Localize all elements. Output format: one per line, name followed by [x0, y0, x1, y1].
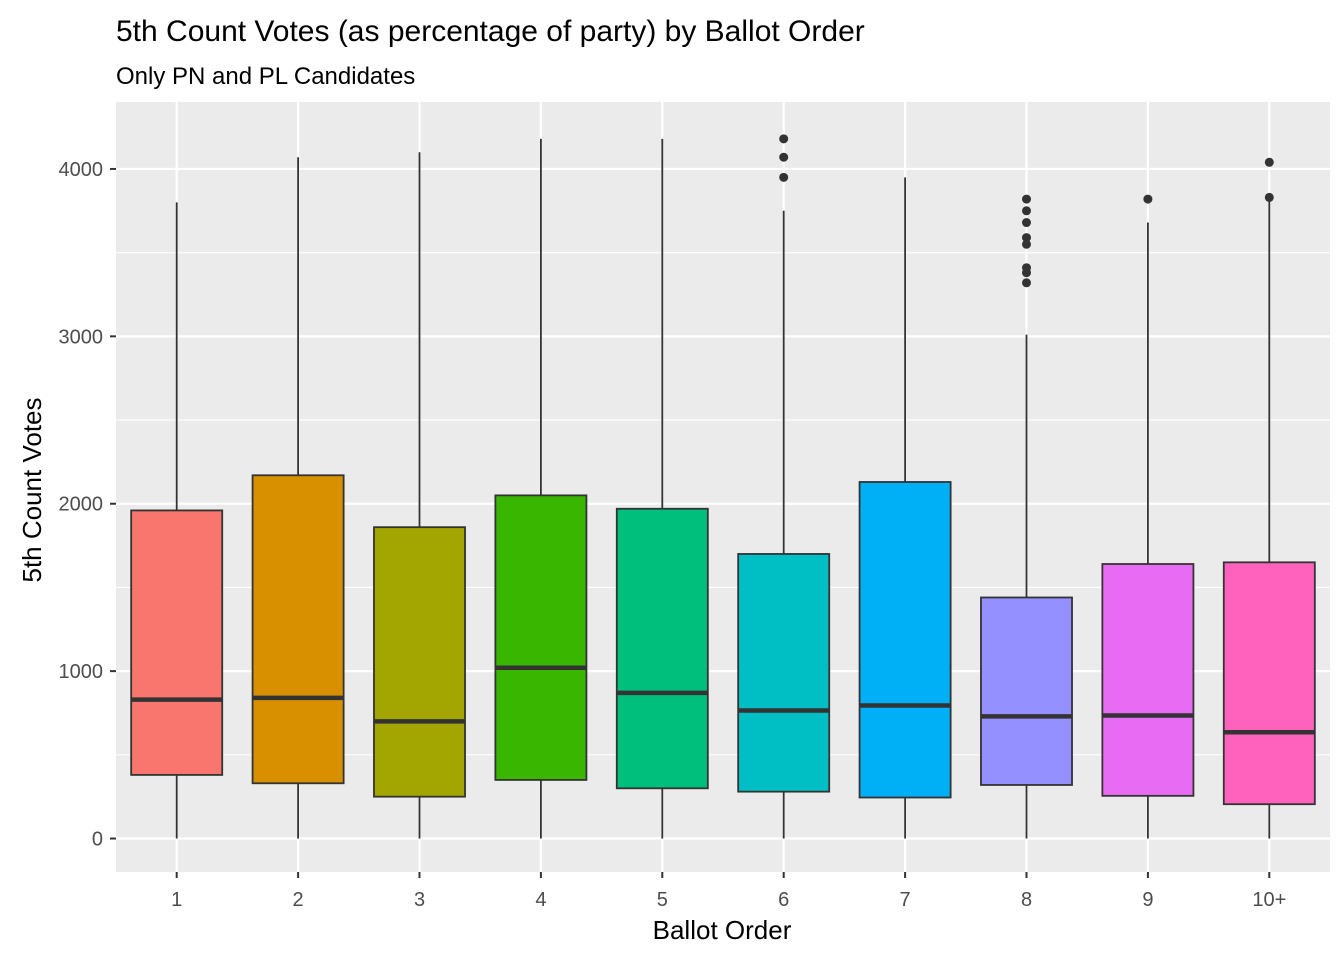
outlier-point [1143, 194, 1153, 204]
box-body [251, 474, 345, 785]
x-tick-label: 4 [535, 889, 546, 911]
box-body [858, 481, 952, 799]
box-body [980, 596, 1073, 786]
y-tick-label: 0 [92, 829, 103, 851]
box-body [615, 507, 709, 790]
outlier-point [1022, 239, 1031, 249]
box-body [1222, 561, 1316, 806]
outlier-point [1022, 206, 1031, 216]
outlier-point [1022, 233, 1031, 243]
box-2 [251, 157, 345, 839]
box-body [373, 526, 466, 798]
box-6 [737, 134, 831, 839]
box-10+ [1222, 157, 1316, 839]
box-7 [858, 177, 952, 839]
box-1 [130, 202, 224, 839]
x-axis-title: Ballot Order [653, 915, 792, 945]
x-tick-label: 6 [778, 889, 789, 911]
box-4 [494, 138, 588, 839]
outlier-point [779, 172, 789, 182]
x-tick-label: 9 [1142, 889, 1153, 911]
box-3 [373, 152, 466, 839]
chart-title: 5th Count Votes (as percentage of party)… [116, 15, 865, 48]
y-tick-label: 2000 [59, 494, 104, 516]
outlier-point [1022, 218, 1031, 228]
y-axis-title: 5th Count Votes [17, 397, 47, 582]
y-tick-label: 3000 [59, 326, 104, 348]
outlier-point [1022, 263, 1031, 273]
box-5 [615, 138, 709, 839]
x-tick-label: 5 [657, 889, 668, 911]
y-tick-label: 4000 [59, 159, 104, 181]
outlier-point [1264, 157, 1274, 167]
x-tick-label: 10+ [1252, 889, 1286, 911]
outlier-point [1022, 278, 1031, 288]
x-tick-label: 1 [171, 889, 182, 911]
x-tick-label: 2 [293, 889, 304, 911]
x-tick-label: 3 [414, 889, 425, 911]
x-tick-label: 7 [900, 889, 911, 911]
outlier-point [779, 152, 789, 162]
box-body [1101, 563, 1195, 797]
y-tick-label: 1000 [59, 661, 104, 683]
outlier-point [1022, 194, 1031, 204]
chart-subtitle: Only PN and PL Candidates [116, 63, 415, 90]
plot-area: 0 1000 2000 3000 4000 1 2 3 4 5 6 7 8 9 10+ [59, 102, 1330, 911]
box-body [737, 553, 831, 793]
box-body [130, 509, 224, 776]
box-body [494, 494, 588, 781]
box-8 [980, 194, 1073, 839]
box-9 [1101, 194, 1195, 839]
outlier-point [779, 134, 789, 144]
x-tick-label: 8 [1021, 889, 1032, 911]
outlier-point [1264, 192, 1274, 202]
